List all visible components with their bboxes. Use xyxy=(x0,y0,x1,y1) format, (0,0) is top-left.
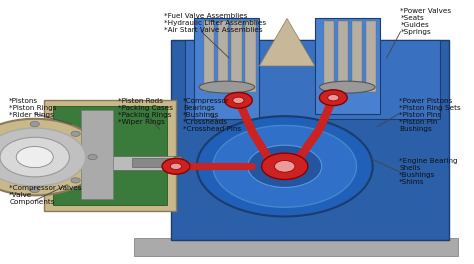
Bar xyxy=(204,21,214,92)
Circle shape xyxy=(274,161,295,172)
Ellipse shape xyxy=(199,81,255,93)
Circle shape xyxy=(88,154,97,160)
Text: *Power Valves
*Seats
*Guides
*Springs: *Power Valves *Seats *Guides *Springs xyxy=(401,8,452,35)
Circle shape xyxy=(30,121,39,127)
Bar xyxy=(231,21,242,92)
Circle shape xyxy=(262,153,308,180)
Bar xyxy=(132,158,176,167)
Circle shape xyxy=(197,116,373,216)
Circle shape xyxy=(213,125,356,207)
Bar xyxy=(218,21,228,92)
Circle shape xyxy=(71,178,80,183)
Bar xyxy=(338,21,348,92)
Circle shape xyxy=(71,131,80,136)
Circle shape xyxy=(0,128,86,186)
Circle shape xyxy=(162,158,190,174)
Bar xyxy=(44,100,176,211)
Text: *Fuel Valve Assemblies
*Hydraulic Lifter Assemblies
*Air Start Valve Assemblies: *Fuel Valve Assemblies *Hydraulic Lifter… xyxy=(164,13,266,33)
Circle shape xyxy=(16,147,53,168)
Circle shape xyxy=(30,187,39,193)
Bar xyxy=(366,21,376,92)
Polygon shape xyxy=(259,18,315,66)
Circle shape xyxy=(0,137,70,177)
Bar xyxy=(134,238,458,256)
Circle shape xyxy=(319,90,347,106)
Circle shape xyxy=(0,119,102,195)
Bar xyxy=(352,21,362,92)
Bar xyxy=(324,21,334,92)
Circle shape xyxy=(328,95,339,101)
Bar xyxy=(53,106,167,205)
Text: *Piston Rods
*Packing Cases
*Packing Rings
*Wiper Rings: *Piston Rods *Packing Cases *Packing Rin… xyxy=(118,98,173,125)
Text: *Power Pistons
*Piston Ring Sets
*Piston Pins
*Piston Pin
Bushings: *Power Pistons *Piston Ring Sets *Piston… xyxy=(399,98,461,132)
Circle shape xyxy=(248,145,322,187)
Circle shape xyxy=(225,92,252,108)
Bar xyxy=(173,156,181,170)
Polygon shape xyxy=(315,18,380,114)
Bar xyxy=(246,21,255,92)
Circle shape xyxy=(233,97,244,103)
Bar xyxy=(171,40,449,240)
Bar xyxy=(81,110,113,199)
Text: *Engine Bearing
Shells
*Bushings
*Shims: *Engine Bearing Shells *Bushings *Shims xyxy=(399,158,458,185)
Bar xyxy=(185,40,440,119)
Text: *Compressor Valves
*Valve
Components: *Compressor Valves *Valve Components xyxy=(9,185,82,205)
Circle shape xyxy=(170,163,182,169)
Text: *Compressor
Bearings
*Bushings
*Crossheads
*Crosshead Pins: *Compressor Bearings *Bushings *Crosshea… xyxy=(183,98,241,132)
Polygon shape xyxy=(194,18,259,119)
Bar xyxy=(55,156,178,170)
Text: *Pistons
*Piston Rings
*Rider Rings: *Pistons *Piston Rings *Rider Rings xyxy=(9,98,57,118)
Ellipse shape xyxy=(319,81,375,93)
